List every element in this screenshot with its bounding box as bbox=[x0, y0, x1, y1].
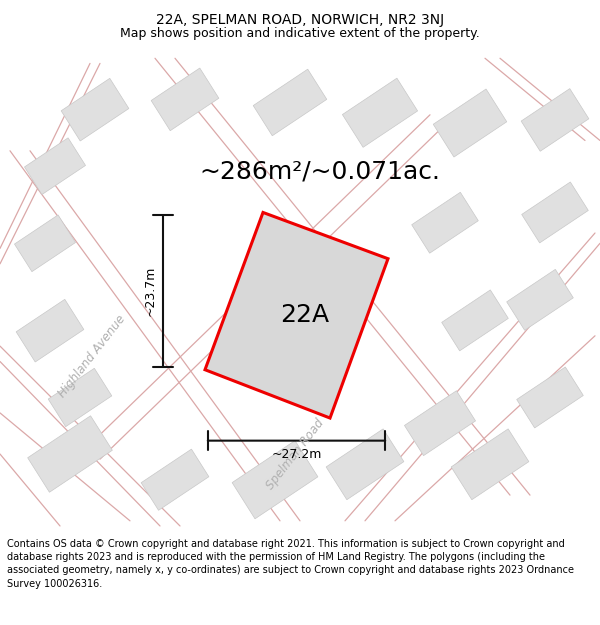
Polygon shape bbox=[151, 68, 219, 131]
Polygon shape bbox=[412, 192, 478, 253]
Polygon shape bbox=[521, 182, 589, 243]
Polygon shape bbox=[16, 299, 84, 362]
Polygon shape bbox=[343, 78, 418, 148]
Polygon shape bbox=[48, 368, 112, 427]
Polygon shape bbox=[232, 441, 318, 519]
Text: Contains OS data © Crown copyright and database right 2021. This information is : Contains OS data © Crown copyright and d… bbox=[7, 539, 574, 589]
Text: Map shows position and indicative extent of the property.: Map shows position and indicative extent… bbox=[120, 27, 480, 40]
Polygon shape bbox=[141, 449, 209, 510]
Polygon shape bbox=[517, 367, 583, 428]
Polygon shape bbox=[506, 269, 574, 330]
Polygon shape bbox=[326, 429, 404, 500]
Text: Spelman Road: Spelman Road bbox=[263, 416, 326, 492]
Polygon shape bbox=[14, 215, 76, 272]
Text: 22A: 22A bbox=[280, 302, 329, 327]
Text: ~27.2m: ~27.2m bbox=[271, 448, 322, 461]
Text: 22A, SPELMAN ROAD, NORWICH, NR2 3NJ: 22A, SPELMAN ROAD, NORWICH, NR2 3NJ bbox=[156, 13, 444, 28]
Text: ~23.7m: ~23.7m bbox=[143, 266, 157, 316]
Polygon shape bbox=[28, 416, 112, 492]
Polygon shape bbox=[451, 429, 529, 500]
Text: ~286m²/~0.071ac.: ~286m²/~0.071ac. bbox=[199, 159, 440, 183]
Polygon shape bbox=[404, 391, 476, 456]
Polygon shape bbox=[253, 69, 327, 136]
Polygon shape bbox=[205, 213, 388, 418]
Polygon shape bbox=[442, 290, 508, 351]
Polygon shape bbox=[61, 78, 129, 141]
Polygon shape bbox=[521, 89, 589, 151]
Polygon shape bbox=[433, 89, 507, 157]
Text: Highland Avenue: Highland Avenue bbox=[56, 312, 128, 400]
Polygon shape bbox=[25, 138, 86, 194]
